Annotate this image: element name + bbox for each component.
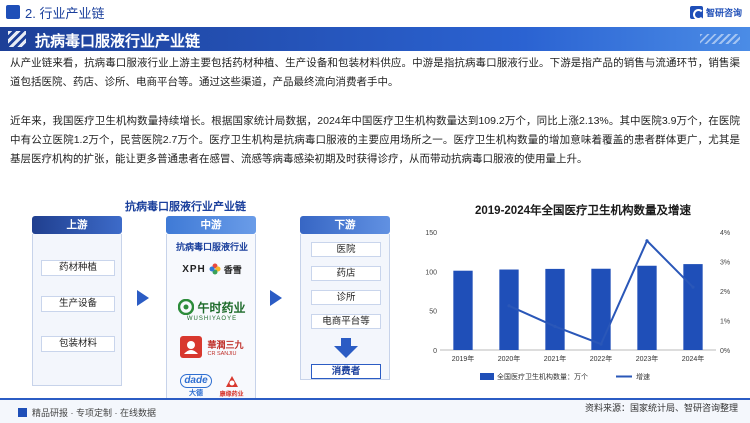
y-left-tick-label: 50 xyxy=(429,309,437,316)
growth-point xyxy=(599,342,603,346)
y-left-tick-label: 0 xyxy=(433,348,437,355)
chain-title: 抗病毒口服液行业产业链 xyxy=(125,201,246,213)
sanjiu-name: 華潤三九 xyxy=(207,339,244,350)
y-right-tick-label: 4% xyxy=(720,230,730,237)
midstream-body: 抗病毒口服液行业 XPH 香雪 午时药业 WUSHIYAOYE xyxy=(166,234,256,410)
bar xyxy=(453,270,473,350)
x-tick-label: 2019年 xyxy=(452,354,475,363)
downstream-item: 医院 xyxy=(311,242,381,257)
midstream-head: 中游 xyxy=(166,216,256,234)
footer-bar xyxy=(0,398,750,423)
title-bar: 抗病毒口服液行业产业链 xyxy=(0,27,750,51)
upstream-body: 药材种植 生产设备 包装材料 xyxy=(32,234,122,386)
upstream-item: 包装材料 xyxy=(41,336,115,352)
page-title: 抗病毒口服液行业产业链 xyxy=(35,33,201,50)
x-tick-label: 2022年 xyxy=(590,354,613,363)
chart: 2019-2024年全国医疗卫生机构数量及增速 0 50 100 150 0% 1% 2% 3… xyxy=(420,200,746,390)
footer-tagline: 精品研报 · 专项定制 · 在线数据 xyxy=(32,408,156,418)
sanjiu-logo-icon xyxy=(180,336,203,358)
sanjiu-sub: CR SANJIU xyxy=(207,350,237,357)
bar xyxy=(683,264,703,350)
legend-bar-label: 全国医疗卫生机构数量：万个 xyxy=(497,372,588,381)
bar xyxy=(545,268,565,350)
wushi-logo-icon xyxy=(178,299,195,315)
intro-paragraph: 从产业链来看，抗病毒口服液行业上游主要包括药材种植、生产设备和包装材料供应。中游… xyxy=(10,57,740,88)
y-right-tick-label: 1% xyxy=(720,319,730,326)
midstream-column: 中游 抗病毒口服液行业 XPH 香雪 午时药业 WUSHIYAOYE xyxy=(166,216,256,410)
company-logo-xph: XPH 香雪 xyxy=(175,258,249,280)
y-right-tick-label: 2% xyxy=(720,289,730,296)
arrow-right-icon xyxy=(270,290,282,306)
brand-name: 智研咨询 xyxy=(705,7,742,18)
wushi-name: 午时药业 xyxy=(197,300,246,315)
upstream-item: 生产设备 xyxy=(41,296,115,312)
midstream-label: 抗病毒口服液行业 xyxy=(175,242,248,252)
flower-icon xyxy=(209,263,221,275)
top-bar: 2. 行业产业链 智研咨询 xyxy=(0,0,750,24)
consumer-box: 消费者 xyxy=(311,364,381,379)
company-logo-wushi: 午时药业 WUSHIYAOYE xyxy=(175,296,249,324)
bar xyxy=(499,269,519,350)
wushi-sub: WUSHIYAOYE xyxy=(186,315,238,322)
stripe-decor-icon xyxy=(8,31,26,47)
y-left-tick-label: 100 xyxy=(425,269,437,276)
stripe-decor-tail-icon xyxy=(700,34,740,44)
legend-line-label: 增速 xyxy=(636,372,650,381)
chart-title: 2019-2024年全国医疗卫生机构数量及增速 xyxy=(475,205,691,217)
y-right-tick-label: 3% xyxy=(720,260,730,267)
x-tick-label: 2020年 xyxy=(498,354,521,363)
x-tick-label: 2023年 xyxy=(636,354,659,363)
xph-logo-icon: XPH xyxy=(182,263,206,275)
x-tick-label: 2021年 xyxy=(544,354,567,363)
kangyuan-logo-icon xyxy=(225,375,238,387)
downstream-column: 下游 医院 药店 诊所 电商平台等 消费者 xyxy=(300,216,390,380)
upstream-head: 上游 xyxy=(32,216,122,234)
bar xyxy=(591,268,611,350)
arrow-down-icon xyxy=(334,346,358,358)
footer-square-icon xyxy=(18,408,27,417)
y-left-tick-label: 150 xyxy=(425,230,437,237)
brand-logo-icon xyxy=(689,5,704,20)
dade-name: 大德 xyxy=(188,390,203,397)
bar xyxy=(637,265,657,350)
dade-logo-icon: dade xyxy=(180,374,212,388)
downstream-item: 电商平台等 xyxy=(311,314,381,329)
company-logo-sanjiu: 華潤三九 CR SANJIU xyxy=(175,334,249,360)
upstream-item: 药材种植 xyxy=(41,260,115,276)
company-logo-row: dade 大德 康缘药业 xyxy=(175,372,249,400)
growth-point xyxy=(645,239,649,243)
arrow-down-stem xyxy=(341,338,351,347)
arrow-right-icon xyxy=(137,290,149,306)
y-right-tick-label: 0% xyxy=(720,348,730,355)
growth-point xyxy=(507,304,511,308)
chart-canvas: 0 50 100 150 0% 1% 2% 3% 4% 2019年 2020年 2021年 2022年 2… xyxy=(425,230,730,381)
analysis-paragraph: 近年来，我国医疗卫生机构数量持续增长。根据国家统计局数据，2024年中国医疗卫生… xyxy=(10,115,740,165)
downstream-item: 药店 xyxy=(311,266,381,281)
downstream-item: 诊所 xyxy=(311,290,381,305)
growth-point xyxy=(553,324,557,328)
x-tick-label: 2024年 xyxy=(682,354,705,363)
downstream-head: 下游 xyxy=(300,216,390,234)
legend-bar-swatch xyxy=(480,373,494,380)
source-note: 资料来源：国家统计局、智研咨询整理 xyxy=(584,403,738,413)
kangyuan-name: 康缘药业 xyxy=(219,391,244,398)
footer-left: 精品研报 · 专项定制 · 在线数据 xyxy=(18,406,156,419)
growth-point xyxy=(691,285,695,289)
xph-sub: 香雪 xyxy=(223,264,242,275)
downstream-body: 医院 药店 诊所 电商平台等 消费者 xyxy=(300,234,390,380)
brand[interactable]: 智研咨询 xyxy=(689,4,742,20)
section-icon xyxy=(6,5,20,19)
upstream-column: 上游 药材种植 生产设备 包装材料 xyxy=(32,216,122,386)
section-label: 2. 行业产业链 xyxy=(25,6,105,21)
